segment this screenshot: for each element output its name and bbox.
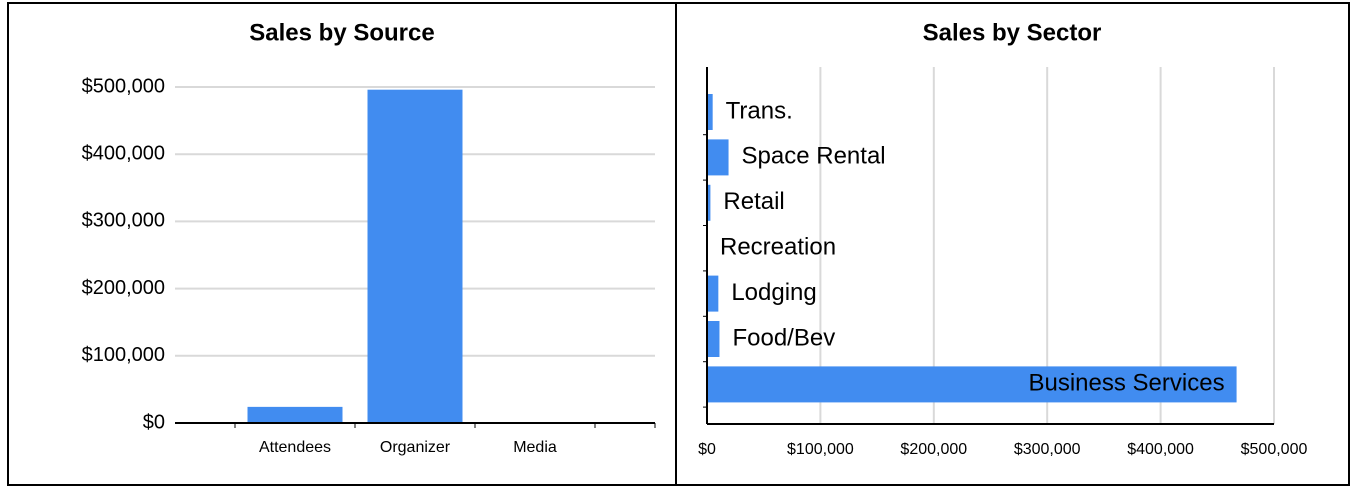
bar (707, 94, 713, 130)
category-label: Business Services (1028, 370, 1224, 397)
bar (247, 406, 343, 423)
y-tick-label: $300,000 (82, 210, 165, 232)
chart-title: Sales by Source (249, 19, 434, 46)
x-tick-label: $300,000 (1014, 441, 1081, 458)
category-label: Food/Bev (732, 324, 835, 351)
y-tick-label: $400,000 (82, 142, 165, 164)
x-tick-label: $200,000 (900, 441, 967, 458)
x-tick-label: $100,000 (787, 441, 854, 458)
panel-border (675, 2, 1350, 486)
chart-title: Sales by Sector (923, 19, 1102, 46)
category-label: Retail (723, 188, 784, 215)
x-tick-label: $0 (698, 441, 716, 458)
y-tick-label: $100,000 (82, 344, 165, 366)
bar (707, 184, 711, 221)
category-label: Lodging (731, 279, 816, 306)
x-tick-label: Organizer (380, 439, 451, 456)
bar (707, 275, 719, 312)
y-tick-label: $200,000 (82, 277, 165, 299)
bar (707, 321, 720, 357)
bar (367, 89, 463, 424)
category-label: Trans. (726, 97, 793, 124)
bar (707, 139, 729, 176)
x-tick-label: $400,000 (1127, 441, 1194, 458)
bar (707, 366, 1237, 403)
category-label: Recreation (720, 234, 836, 261)
x-tick-label: $500,000 (1241, 441, 1308, 458)
y-tick-label: $0 (143, 411, 165, 433)
panel-border (7, 2, 677, 486)
x-tick-label: Media (513, 439, 557, 456)
category-label: Space Rental (742, 143, 886, 170)
x-tick-label: Attendees (259, 439, 331, 456)
y-tick-label: $500,000 (82, 75, 165, 97)
